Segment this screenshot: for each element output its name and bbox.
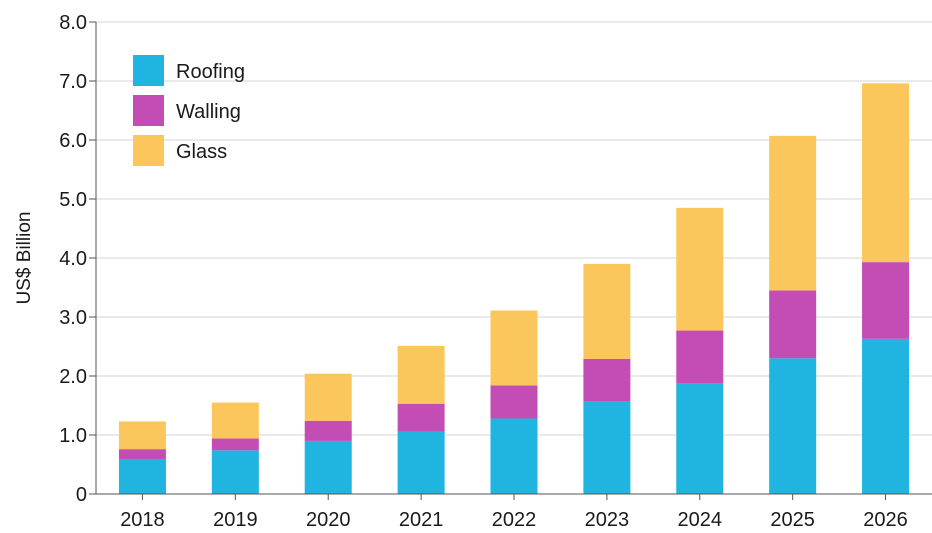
bar-walling-2026 xyxy=(862,262,910,339)
y-tick-label: 5.0 xyxy=(59,189,87,211)
bar-roofing-2018 xyxy=(118,459,166,494)
bar-glass-2025 xyxy=(769,135,817,291)
bar-roofing-2024 xyxy=(676,383,724,494)
bar-roofing-2020 xyxy=(304,440,352,494)
bar-walling-2019 xyxy=(211,438,259,451)
x-tick-label: 2024 xyxy=(678,509,723,528)
y-tick-label: 8.0 xyxy=(59,12,87,34)
bar-roofing-2025 xyxy=(769,358,817,494)
y-tick-label: 3.0 xyxy=(59,307,87,329)
x-tick-label: 2025 xyxy=(770,509,815,528)
bar-walling-2021 xyxy=(397,403,445,432)
legend-label-walling: Walling xyxy=(176,101,241,123)
axes: 0 1.0 2.0 3.0 4.0 5.0 6.0 7.0 8.0 2018 2019 2020 202… xyxy=(59,12,932,531)
bar-glass-2021 xyxy=(397,345,445,404)
bar-roofing-2019 xyxy=(211,450,259,494)
bar-glass-2023 xyxy=(583,263,631,359)
bar-walling-2025 xyxy=(769,290,817,359)
y-tick-label: 6.0 xyxy=(59,130,87,152)
x-tick-label: 2018 xyxy=(120,509,165,528)
x-tick-label: 2023 xyxy=(585,509,630,528)
bar-glass-2024 xyxy=(676,207,724,331)
y-tick-label: 4.0 xyxy=(59,248,87,270)
x-tick-label: 2021 xyxy=(399,509,444,528)
bar-walling-2018 xyxy=(118,449,166,460)
bar-glass-2022 xyxy=(490,310,538,386)
bars xyxy=(118,83,910,494)
legend-swatch-walling xyxy=(133,95,164,126)
bar-glass-2026 xyxy=(862,83,910,263)
y-tick-label: 1.0 xyxy=(59,425,87,447)
bar-walling-2020 xyxy=(304,420,352,441)
legend-swatch-glass xyxy=(133,135,164,166)
legend-swatch-roofing xyxy=(133,55,164,86)
x-tick-label: 2020 xyxy=(306,509,351,528)
bar-walling-2022 xyxy=(490,385,538,419)
bar-roofing-2021 xyxy=(397,431,445,494)
bar-roofing-2022 xyxy=(490,418,538,494)
bar-roofing-2023 xyxy=(583,401,631,494)
bar-roofing-2026 xyxy=(862,338,910,494)
y-tick-label: 2.0 xyxy=(59,366,87,388)
y-tick-label: 7.0 xyxy=(59,71,87,93)
legend-label-roofing: Roofing xyxy=(176,61,245,83)
legend: Roofing Walling Glass xyxy=(133,55,245,166)
bar-walling-2024 xyxy=(676,330,724,384)
bar-walling-2023 xyxy=(583,358,631,402)
x-tick-label: 2022 xyxy=(492,509,537,528)
x-tick-label: 2026 xyxy=(863,509,908,528)
y-axis-label: US$ Billion xyxy=(14,212,35,305)
y-tick-label: 0 xyxy=(76,484,87,506)
bar-glass-2018 xyxy=(118,421,166,450)
legend-label-glass: Glass xyxy=(176,141,227,163)
bar-glass-2020 xyxy=(304,373,352,421)
x-tick-label: 2019 xyxy=(213,509,258,528)
bar-glass-2019 xyxy=(211,402,259,439)
